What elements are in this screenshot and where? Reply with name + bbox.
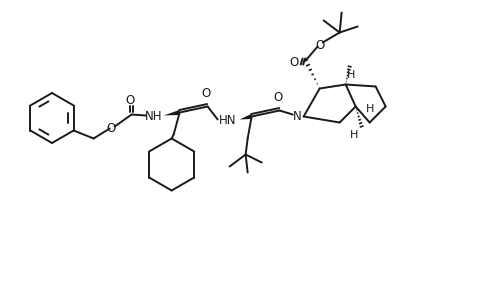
Text: NH: NH <box>144 110 162 123</box>
Text: O: O <box>201 87 210 100</box>
Text: HN: HN <box>219 114 236 127</box>
Text: O: O <box>314 39 324 52</box>
Text: H: H <box>365 104 373 114</box>
Text: O: O <box>272 91 282 104</box>
Polygon shape <box>239 114 252 120</box>
Text: O: O <box>125 94 134 107</box>
Text: O: O <box>288 56 298 69</box>
Text: N: N <box>293 110 302 123</box>
Text: H: H <box>349 130 357 140</box>
Text: O: O <box>106 122 115 135</box>
Text: H: H <box>346 69 354 80</box>
Polygon shape <box>163 110 180 116</box>
